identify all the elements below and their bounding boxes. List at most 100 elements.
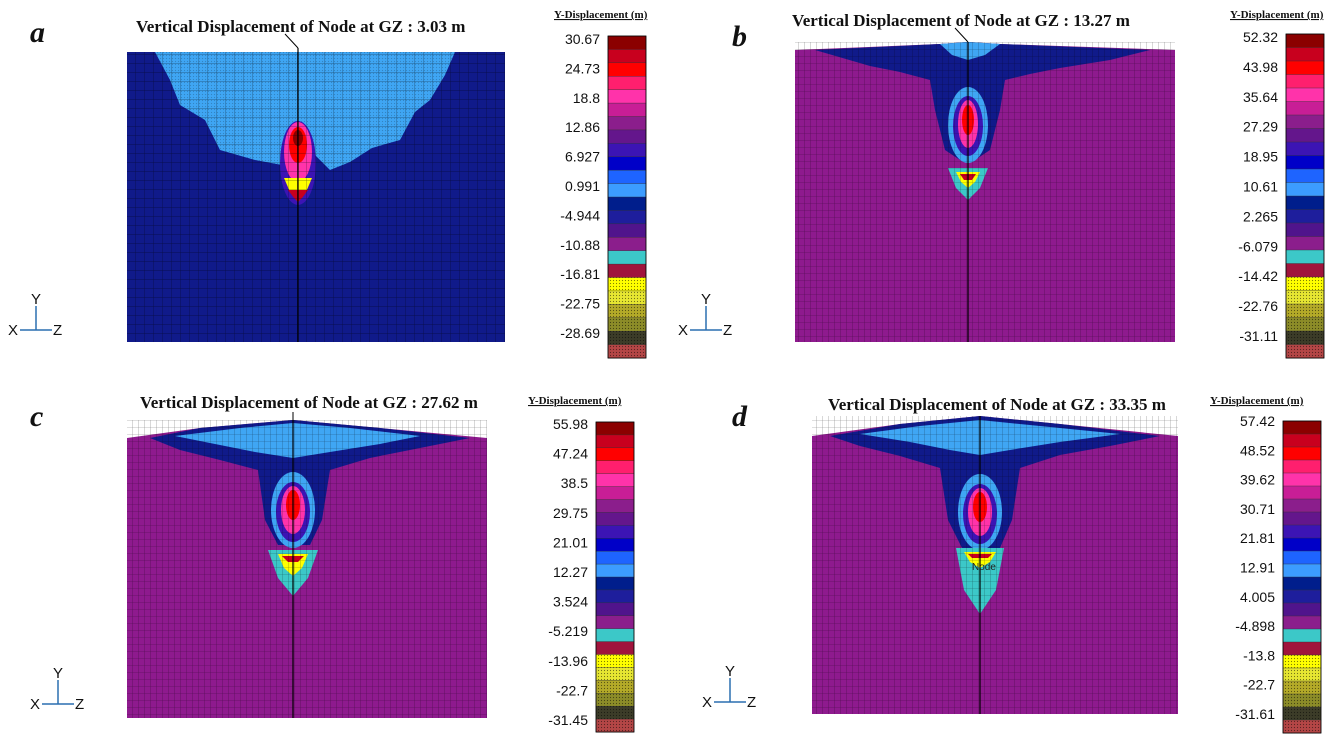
legend-title: Y-Displacement (m) (554, 9, 648, 21)
legend-swatch (1285, 33, 1325, 49)
legend-swatch (1282, 446, 1322, 461)
legend-title: Y-Displacement (m) (1210, 395, 1304, 407)
legend-swatch (1285, 128, 1325, 143)
legend-swatch (1282, 589, 1322, 604)
legend-tick-label: -22.76 (1238, 298, 1278, 314)
legend-tick-label: -13.8 (1243, 647, 1275, 663)
legend-frame (1282, 420, 1322, 734)
legend-swatch (607, 76, 647, 91)
legend-swatch (595, 499, 635, 513)
legend-tick-label: -22.7 (1243, 677, 1275, 693)
title-leader-line (284, 33, 299, 49)
axis-y-label: Y (701, 291, 711, 308)
legend-tick-label: -13.96 (548, 653, 588, 669)
mesh-grid (127, 52, 505, 342)
legend-swatch (595, 538, 635, 552)
panel-title: Vertical Displacement of Node at GZ : 33… (828, 395, 1166, 414)
legend-tick-label: 55.98 (553, 416, 588, 432)
legend-tick-label: -28.69 (560, 325, 600, 341)
axis-y-label: Y (53, 665, 63, 682)
legend-swatch (1285, 249, 1325, 265)
legend-swatch (607, 62, 647, 77)
legend-swatch (1282, 576, 1322, 591)
legend-swatch (1285, 47, 1325, 62)
legend-tick-label: 39.62 (1240, 472, 1275, 488)
panel-letter: d (732, 400, 748, 433)
legend-tick-label: -10.88 (560, 237, 600, 253)
legend-tick-label: 30.71 (1240, 501, 1275, 517)
legend-swatch (1285, 60, 1325, 76)
axis-triad: Y X Z (678, 291, 732, 339)
legend-swatch (595, 628, 635, 643)
panel-c: c Vertical Displacement of Node at GZ : … (30, 393, 635, 733)
legend-tick-label: -22.75 (560, 296, 600, 312)
axis-triad: Y X Z (702, 663, 756, 711)
panel-title: Vertical Displacement of Node at GZ : 13… (792, 11, 1130, 30)
mesh-grid (795, 42, 1175, 342)
legend-swatch (595, 615, 635, 630)
legend-tick-label: 27.29 (1243, 119, 1278, 135)
panel-title: Vertical Displacement of Node at GZ : 27… (140, 393, 478, 412)
legend-tick-label: 12.27 (553, 564, 588, 580)
legend-tick-label: 38.5 (561, 475, 588, 491)
axis-triad: Y X Z (8, 291, 62, 339)
legend-tick-label: 12.86 (565, 119, 600, 135)
legend-title: Y-Displacement (m) (1230, 9, 1324, 21)
legend-swatch (607, 89, 647, 104)
legend-swatch (595, 602, 635, 617)
legend-swatch (607, 49, 647, 64)
mesh-plot (127, 420, 487, 718)
legend-swatch (1285, 101, 1325, 116)
legend-tick-label: 35.64 (1243, 89, 1278, 105)
legend-swatch (1282, 550, 1322, 565)
axis-x-label: X (702, 694, 712, 711)
legend-tick-label: -31.11 (1239, 328, 1278, 344)
legend-swatch (607, 210, 647, 225)
legend-swatch (1285, 263, 1325, 278)
legend-swatch (1282, 433, 1322, 448)
legend-title: Y-Displacement (m) (528, 395, 622, 407)
legend-swatch (1285, 114, 1325, 130)
legend-tick-label: 0.991 (565, 178, 600, 194)
legend-swatch (607, 102, 647, 118)
legend-swatch (1285, 236, 1325, 251)
legend-swatch (595, 486, 635, 500)
panel-letter: c (30, 400, 43, 433)
legend-tick-label: -4.944 (560, 207, 600, 223)
legend-tick-label: 30.67 (565, 31, 600, 47)
color-legend: Y-Displacement (m) 57.42 48.52 39.62 30.71 2… (1210, 395, 1322, 734)
legend-swatch (1285, 141, 1325, 157)
legend-swatch (607, 129, 647, 144)
legend-frame (607, 35, 647, 359)
legend-tick-label: 2.265 (1243, 208, 1278, 224)
mesh-grid (127, 420, 487, 718)
legend-swatch (595, 434, 635, 449)
legend-swatch (1282, 641, 1322, 656)
legend-swatch (607, 263, 647, 278)
legend-swatch (607, 116, 647, 131)
legend-tick-label: -4.898 (1235, 618, 1275, 634)
legend-swatch (1285, 155, 1325, 170)
title-leader-line (954, 27, 969, 43)
mesh-grid (812, 416, 1178, 714)
legend-swatch (607, 237, 647, 252)
legend-tick-label: 57.42 (1240, 413, 1275, 429)
legend-tick-label: 29.75 (553, 505, 588, 521)
legend-swatch (1282, 615, 1322, 630)
axis-triad: Y X Z (30, 665, 84, 713)
color-legend: Y-Displacement (m) 55.98 47.24 38.5 29.75 21… (528, 395, 635, 733)
legend-swatch (595, 641, 635, 656)
legend-tick-label: 48.52 (1240, 442, 1275, 458)
panel-letter: b (732, 20, 747, 53)
legend-tick-label: 4.005 (1240, 589, 1275, 605)
axis-x-label: X (678, 322, 688, 339)
legend-tick-label: 21.01 (553, 534, 588, 550)
legend-swatch (595, 447, 635, 462)
legend-swatch (1282, 602, 1322, 617)
axis-x-label: X (8, 322, 18, 339)
legend-swatch (595, 525, 635, 539)
legend-tick-label: 6.927 (565, 149, 600, 165)
legend-frame (1285, 33, 1325, 359)
legend-swatch (595, 550, 635, 565)
legend-swatch (1285, 195, 1325, 211)
